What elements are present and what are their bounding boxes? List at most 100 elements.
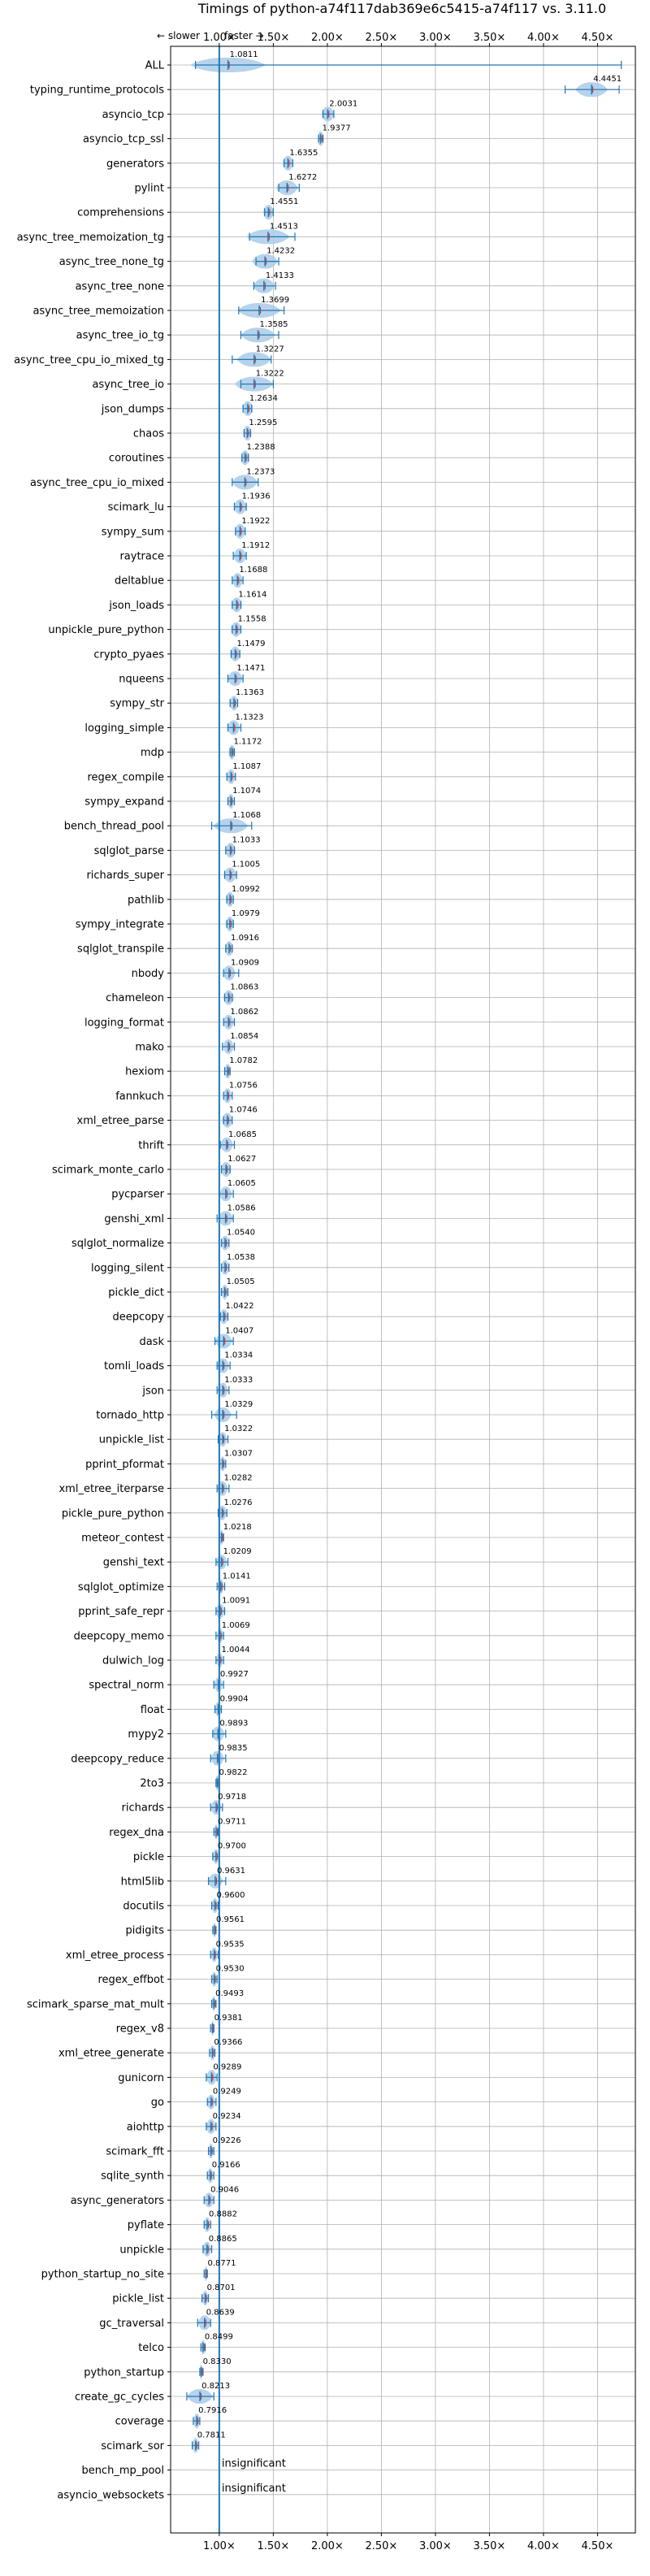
benchmark-name-label: go <box>151 2097 164 2109</box>
benchmark-name-label: bench_mp_pool <box>81 2465 164 2477</box>
benchmark-name-label: crypto_pyaes <box>93 648 164 661</box>
value-label: 0.8639 <box>206 2308 235 2317</box>
benchmark-name-label: async_tree_memoization <box>32 306 164 318</box>
value-label: 1.1033 <box>232 835 261 844</box>
value-label: 1.0276 <box>224 1498 253 1507</box>
benchmark-name-label: scimark_sparse_mat_mult <box>27 1998 164 2010</box>
benchmark-name-label: deepcopy_memo <box>74 1630 164 1642</box>
benchmark-name-label: regex_compile <box>87 771 164 783</box>
value-label: 1.0916 <box>231 934 259 943</box>
benchmark-name-label: regex_v8 <box>116 2023 164 2036</box>
value-label: 0.9927 <box>220 1670 249 1679</box>
benchmark-name-label: mako <box>135 1042 164 1054</box>
x-tick-label-bottom: 4.50× <box>582 2540 614 2552</box>
value-label: 1.0627 <box>228 1155 256 1164</box>
value-label: 0.9234 <box>213 2112 241 2121</box>
benchmark-name-label: html5lib <box>121 1876 164 1888</box>
value-label: 1.1558 <box>238 615 266 624</box>
benchmark-name-label: mdp <box>141 747 164 759</box>
benchmark-name-label: thrift <box>138 1139 164 1151</box>
value-label: 1.3227 <box>256 345 284 353</box>
value-label: 1.0407 <box>225 1326 254 1335</box>
benchmark-name-label: fannkuch <box>115 1091 164 1103</box>
value-label: 0.9226 <box>213 2136 241 2145</box>
value-label: 0.9711 <box>218 1817 246 1826</box>
value-label: 1.1614 <box>238 590 266 599</box>
benchmark-name-label: genshi_xml <box>104 1213 164 1225</box>
benchmark-name-label: comprehensions <box>77 207 164 219</box>
value-label: 1.0782 <box>229 1056 258 1065</box>
value-label: 0.9700 <box>218 1842 246 1851</box>
value-label: 1.2634 <box>249 394 278 403</box>
benchmark-name-label: richards_super <box>86 870 164 882</box>
x-tick-label-top: 2.50× <box>365 32 397 44</box>
value-label: 0.8213 <box>202 2382 230 2391</box>
insignificant-label: insignificant <box>222 2483 286 2495</box>
value-label: 1.1912 <box>241 541 270 550</box>
benchmark-name-label: meteor_contest <box>81 1533 164 1545</box>
value-label: 1.6272 <box>288 173 317 182</box>
value-label: 0.9366 <box>214 2038 242 2047</box>
value-label: 1.4133 <box>266 271 294 280</box>
value-label: 1.0605 <box>228 1179 256 1188</box>
violin-series <box>186 46 622 2533</box>
benchmark-name-label: chameleon <box>106 992 164 1004</box>
value-label: 1.1363 <box>236 688 264 697</box>
benchmark-name-label: pyflate <box>128 2219 164 2231</box>
value-label: 1.6355 <box>289 149 318 158</box>
faster-direction-label: faster → <box>224 30 264 41</box>
grid <box>171 46 635 2533</box>
x-tick-label-bottom: 3.50× <box>473 2540 505 2552</box>
value-label: 1.4551 <box>270 197 298 206</box>
value-label: 0.8330 <box>203 2357 232 2366</box>
value-label: 1.3585 <box>260 320 288 329</box>
value-label: 1.0282 <box>224 1474 253 1483</box>
benchmark-name-label: genshi_text <box>103 1557 164 1569</box>
benchmark-name-label: aiohttp <box>127 2121 164 2133</box>
value-label: 1.1172 <box>233 738 262 747</box>
value-label: 1.3222 <box>256 370 284 379</box>
x-tick-label-bottom: 1.00× <box>203 2540 236 2552</box>
value-label: 0.8771 <box>208 2259 236 2268</box>
benchmark-name-label: xml_etree_process <box>66 1949 164 1962</box>
value-label: 0.9718 <box>218 1793 246 1802</box>
x-tick-label-top: 3.00× <box>419 32 452 44</box>
value-label: 1.0141 <box>223 1572 251 1581</box>
x-tick-label-bottom: 3.00× <box>419 2540 452 2552</box>
benchmark-name-label: gunicorn <box>118 2072 164 2084</box>
benchmark-name-label: spectral_norm <box>89 1680 164 1692</box>
benchmark-name-label: pickle_dict <box>108 1287 164 1299</box>
benchmark-name-label: unpickle <box>119 2244 164 2256</box>
value-label: 0.7916 <box>198 2406 227 2415</box>
value-label: 1.0586 <box>228 1203 256 1212</box>
benchmark-name-label: generators <box>106 158 164 170</box>
benchmark-name-label: deepcopy_reduce <box>71 1753 164 1765</box>
benchmark-name-label: async_tree_cpu_io_mixed <box>30 477 164 489</box>
benchmark-name-label: raytrace <box>119 551 164 563</box>
value-label: 0.8701 <box>207 2283 236 2292</box>
value-label: 1.1068 <box>232 811 261 820</box>
value-label: 1.0746 <box>229 1106 258 1115</box>
insignificant-label: insignificant <box>222 2458 286 2470</box>
benchmark-name-label: docutils <box>123 1901 164 1913</box>
plot-frame <box>170 46 636 2534</box>
value-label: 0.9249 <box>213 2088 241 2097</box>
value-label: 4.4451 <box>593 75 622 84</box>
x-tick-label-top: 2.00× <box>311 32 344 44</box>
benchmark-name-label: pycparser <box>111 1189 164 1201</box>
benchmark-name-label: json_loads <box>108 600 164 612</box>
value-label: 1.0505 <box>227 1277 255 1286</box>
value-label: 0.9535 <box>216 1940 245 1949</box>
benchmark-name-label: deepcopy <box>112 1312 164 1324</box>
value-label: 0.9561 <box>216 1915 245 1924</box>
value-label: 1.0422 <box>225 1302 254 1311</box>
benchmark-name-label: hexiom <box>125 1066 164 1078</box>
value-label: 1.0538 <box>227 1253 255 1262</box>
benchmark-name-label: pprint_safe_repr <box>78 1606 164 1618</box>
value-label: 0.9381 <box>214 2014 243 2023</box>
benchmark-name-label: json_dumps <box>101 403 164 415</box>
value-label: 0.9046 <box>210 2185 239 2194</box>
benchmark-name-label: sqlglot_parse <box>94 845 164 857</box>
benchmark-name-label: asyncio_tcp_ssl <box>83 133 164 145</box>
